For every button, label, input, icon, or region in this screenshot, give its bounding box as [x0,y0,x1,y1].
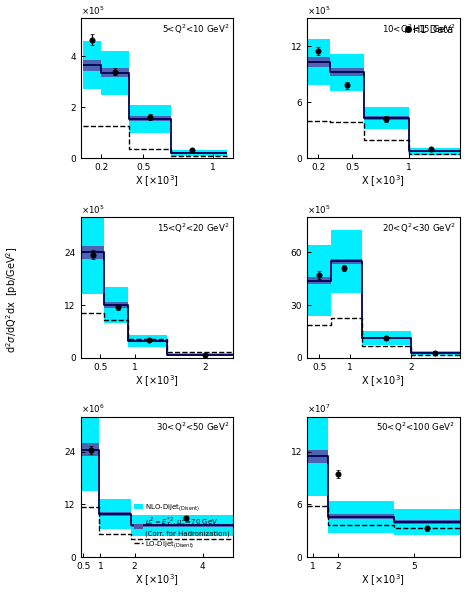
Text: d$^2\sigma$/dQ$^2$dx  [pb/GeV$^2$]: d$^2\sigma$/dQ$^2$dx [pb/GeV$^2$] [4,246,20,353]
X-axis label: X [$\times 10^{3}$]: X [$\times 10^{3}$] [361,572,405,588]
Text: 20<Q$^2$<30 GeV$^2$: 20<Q$^2$<30 GeV$^2$ [382,222,455,235]
Text: $\times 10^{5}$: $\times 10^{5}$ [81,204,104,216]
Text: $\times 10^{5}$: $\times 10^{5}$ [81,4,104,17]
Text: 50<Q$^2$<100 GeV$^2$: 50<Q$^2$<100 GeV$^2$ [376,421,455,434]
X-axis label: X [$\times 10^{3}$]: X [$\times 10^{3}$] [135,572,179,588]
Text: 10<Q$^2$<15 GeV$^2$: 10<Q$^2$<15 GeV$^2$ [382,22,455,35]
Text: $\times 10^{5}$: $\times 10^{5}$ [307,4,330,17]
Legend: NLO-Dijet$_\mathsf{(Disent)}$, $\mu_t^2=E_T^{*2}$, $\mu_r^2$=70 GeV
(Corr. for H: NLO-Dijet$_\mathsf{(Disent)}$, $\mu_t^2=… [134,502,230,551]
Text: $\times 10^{5}$: $\times 10^{5}$ [307,204,330,216]
X-axis label: X [$\times 10^{3}$]: X [$\times 10^{3}$] [361,373,405,389]
Text: 5<Q$^2$<10 GeV$^2$: 5<Q$^2$<10 GeV$^2$ [162,22,229,35]
X-axis label: X [$\times 10^{3}$]: X [$\times 10^{3}$] [135,174,179,189]
X-axis label: X [$\times 10^{3}$]: X [$\times 10^{3}$] [135,373,179,389]
X-axis label: X [$\times 10^{3}$]: X [$\times 10^{3}$] [361,174,405,189]
Text: 15<Q$^2$<20 GeV$^2$: 15<Q$^2$<20 GeV$^2$ [156,222,229,235]
Text: $\times 10^{7}$: $\times 10^{7}$ [307,403,330,415]
Legend: H1 Data: H1 Data [403,23,455,37]
Text: 30<Q$^2$<50 GeV$^2$: 30<Q$^2$<50 GeV$^2$ [155,421,229,434]
Text: $\times 10^{6}$: $\times 10^{6}$ [81,403,104,415]
